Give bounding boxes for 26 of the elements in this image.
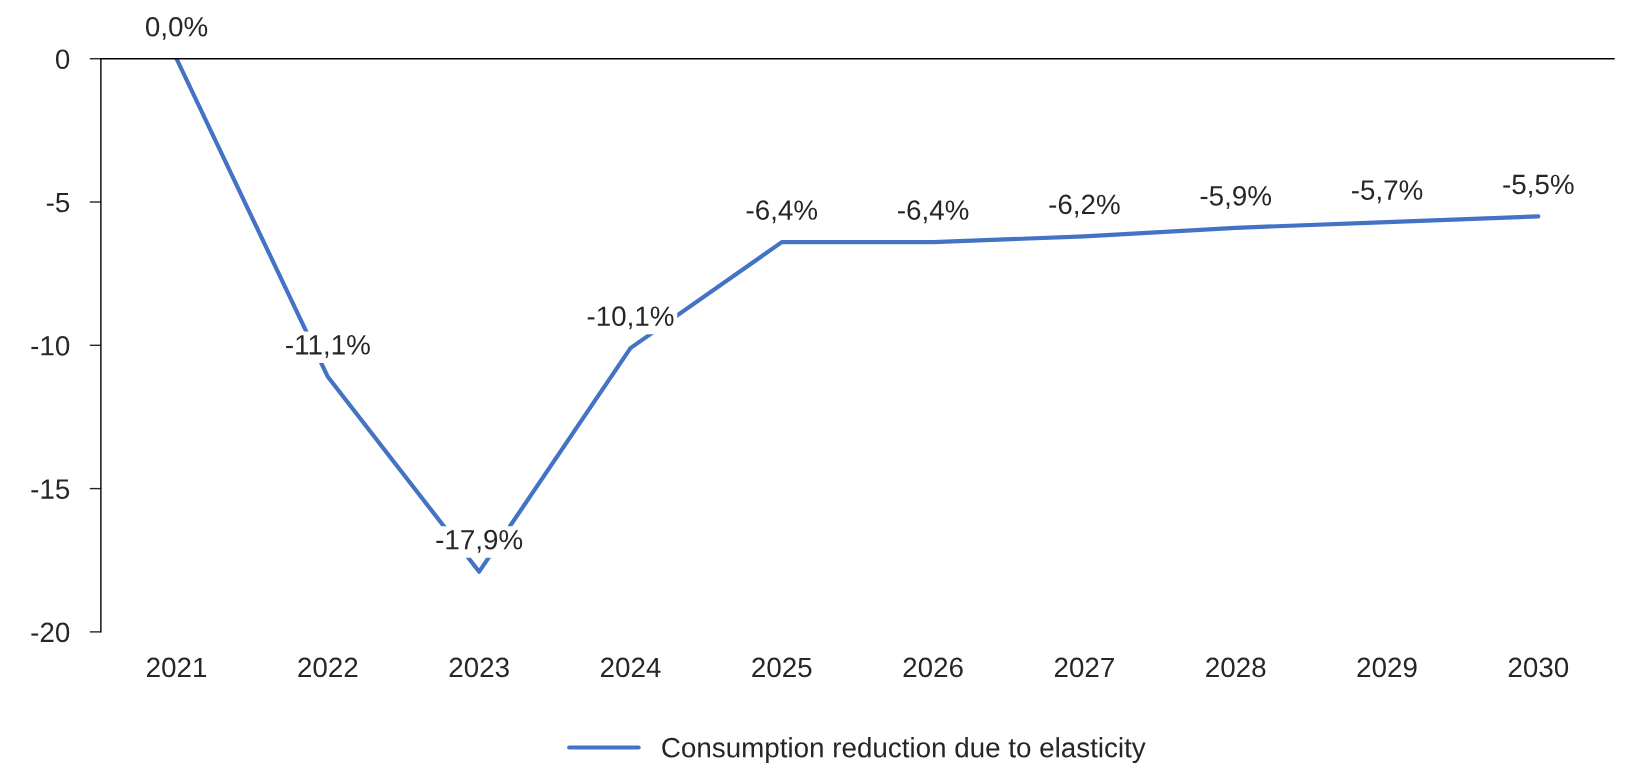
x-tick-label: 2028 [1206,657,1266,678]
x-tick-label: 2024 [600,657,661,678]
data-label: -6,4% [898,200,969,224]
data-label: -5,7% [1351,180,1423,204]
data-label: -17,9% [436,529,523,553]
x-tick-label: 2021 [147,657,207,678]
data-label: -6,4% [746,200,818,224]
y-tick-label: -5 [46,192,70,213]
data-label: -5,9% [1200,185,1271,209]
x-tick-label: 2029 [1357,657,1417,678]
legend-label: Consumption reduction due to elasticity [662,737,1146,764]
data-label: -5,5% [1503,174,1574,198]
y-tick-label: -10 [31,335,70,356]
y-tick-label: -15 [31,479,70,499]
data-label: -10,1% [587,306,674,330]
x-tick-label: 2027 [1054,657,1114,678]
data-label: -6,2% [1049,194,1120,218]
x-tick-label: 2025 [752,657,812,678]
x-tick-label: 2030 [1508,657,1569,678]
data-label: 0,0% [145,16,208,40]
x-tick-label: 2026 [903,657,963,678]
y-tick-label: -20 [31,622,70,643]
x-tick-label: 2023 [449,657,509,678]
x-tick-label: 2022 [298,657,358,678]
data-label: -11,1% [286,335,370,358]
y-tick-label: 0 [55,49,70,70]
